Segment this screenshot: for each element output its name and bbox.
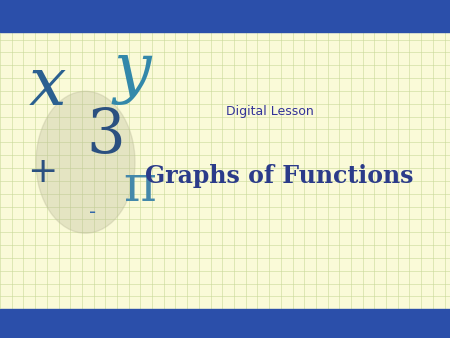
Text: y: y [114, 40, 152, 105]
Text: -: - [89, 203, 96, 222]
Text: x: x [28, 53, 66, 119]
Ellipse shape [36, 91, 135, 233]
Bar [0, 309, 450, 338]
Bar [0, 32, 450, 309]
Text: +: + [27, 155, 58, 189]
Text: π: π [123, 163, 156, 212]
Bar [0, 0, 450, 32]
Text: Digital Lesson: Digital Lesson [226, 105, 314, 118]
Text: Graphs of Functions: Graphs of Functions [145, 164, 413, 188]
Text: 3: 3 [86, 105, 125, 165]
